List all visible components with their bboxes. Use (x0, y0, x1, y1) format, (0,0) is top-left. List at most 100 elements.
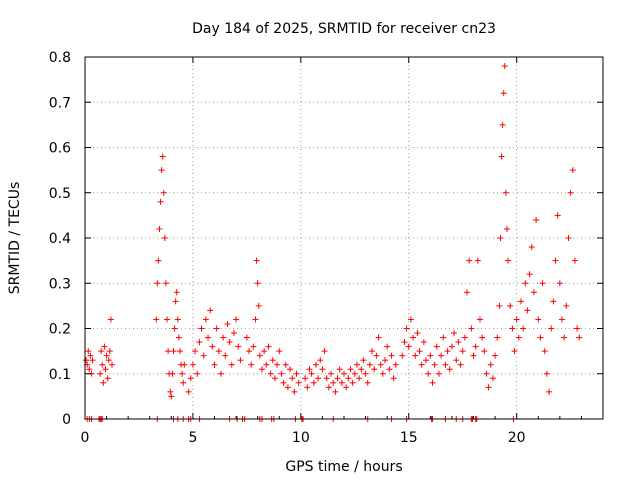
data-point (83, 357, 90, 364)
data-point (470, 352, 477, 359)
data-point (569, 167, 576, 174)
chart-title: Day 184 of 2025, SRMTID for receiver cn2… (192, 21, 496, 37)
data-point (349, 379, 356, 386)
data-point (217, 370, 224, 377)
data-point (503, 225, 510, 232)
data-point (172, 298, 179, 305)
data-point (554, 212, 561, 219)
data-point (571, 257, 578, 264)
data-point (170, 348, 177, 355)
data-point (162, 280, 169, 287)
data-point (485, 384, 492, 391)
data-point (358, 366, 365, 373)
data-point (102, 366, 109, 373)
data-point (528, 244, 535, 251)
data-point (561, 334, 568, 341)
data-point (496, 302, 503, 309)
data-point (330, 379, 337, 386)
data-point (537, 334, 544, 341)
data-point (563, 302, 570, 309)
x-tick-label: 10 (292, 430, 310, 446)
x-tick-label: 5 (188, 430, 197, 446)
y-tick-label: 0.1 (49, 367, 71, 383)
data-point (567, 189, 574, 196)
data-point (101, 343, 108, 350)
data-point (98, 348, 105, 355)
data-point (461, 334, 468, 341)
data-point (425, 370, 432, 377)
data-point (100, 379, 107, 386)
data-point (196, 339, 203, 346)
data-point (291, 388, 298, 395)
data-point (271, 375, 278, 382)
data-point (250, 343, 257, 350)
data-point (362, 370, 369, 377)
data-point (410, 334, 417, 341)
data-point (414, 330, 421, 337)
data-point (176, 348, 183, 355)
data-point (356, 375, 363, 382)
data-point (388, 352, 395, 359)
data-point (455, 339, 462, 346)
data-point (429, 379, 436, 386)
data-point (433, 343, 440, 350)
data-point (347, 366, 354, 373)
data-point (351, 370, 358, 377)
data-point (574, 325, 581, 332)
y-tick-label: 0.8 (49, 50, 71, 66)
data-point (373, 352, 380, 359)
data-point (274, 361, 281, 368)
data-point (416, 348, 423, 355)
data-point (228, 361, 235, 368)
data-point (222, 352, 229, 359)
y-tick-label: 0.5 (49, 186, 71, 202)
data-point (497, 235, 504, 241)
data-point (494, 334, 501, 341)
data-point (334, 375, 341, 382)
y-tick-label: 0.2 (49, 322, 71, 338)
data-point (328, 370, 335, 377)
data-point (187, 375, 194, 382)
data-point (543, 370, 550, 377)
data-point (180, 379, 187, 386)
data-point (431, 361, 438, 368)
data-point (446, 366, 453, 373)
data-point (442, 361, 449, 368)
x-tick-label: 0 (81, 430, 90, 446)
data-point (248, 361, 255, 368)
x-tick-label: 15 (400, 430, 418, 446)
data-point (164, 316, 171, 323)
data-point (220, 334, 227, 341)
data-point (169, 370, 176, 377)
data-point (474, 257, 481, 264)
data-point (304, 384, 311, 391)
data-point (198, 325, 205, 332)
data-point (310, 379, 317, 386)
data-point (104, 375, 111, 382)
data-point (211, 361, 218, 368)
data-point (517, 298, 524, 305)
data-point (258, 366, 265, 373)
data-point (435, 370, 442, 377)
data-point (99, 361, 106, 368)
data-point (103, 352, 110, 359)
data-point (154, 280, 161, 287)
data-point (261, 348, 268, 355)
data-point (466, 257, 473, 264)
data-point (364, 379, 371, 386)
data-point (287, 366, 294, 373)
data-point (255, 302, 262, 309)
data-point (507, 302, 514, 309)
data-point (209, 343, 216, 350)
data-point (464, 289, 471, 296)
data-point (500, 90, 507, 97)
data-point (476, 316, 483, 323)
data-point (405, 343, 412, 350)
data-point (513, 316, 520, 323)
data-point (157, 198, 164, 205)
data-point (106, 348, 113, 355)
data-point (509, 325, 516, 332)
data-point (479, 334, 486, 341)
data-point (533, 216, 540, 223)
